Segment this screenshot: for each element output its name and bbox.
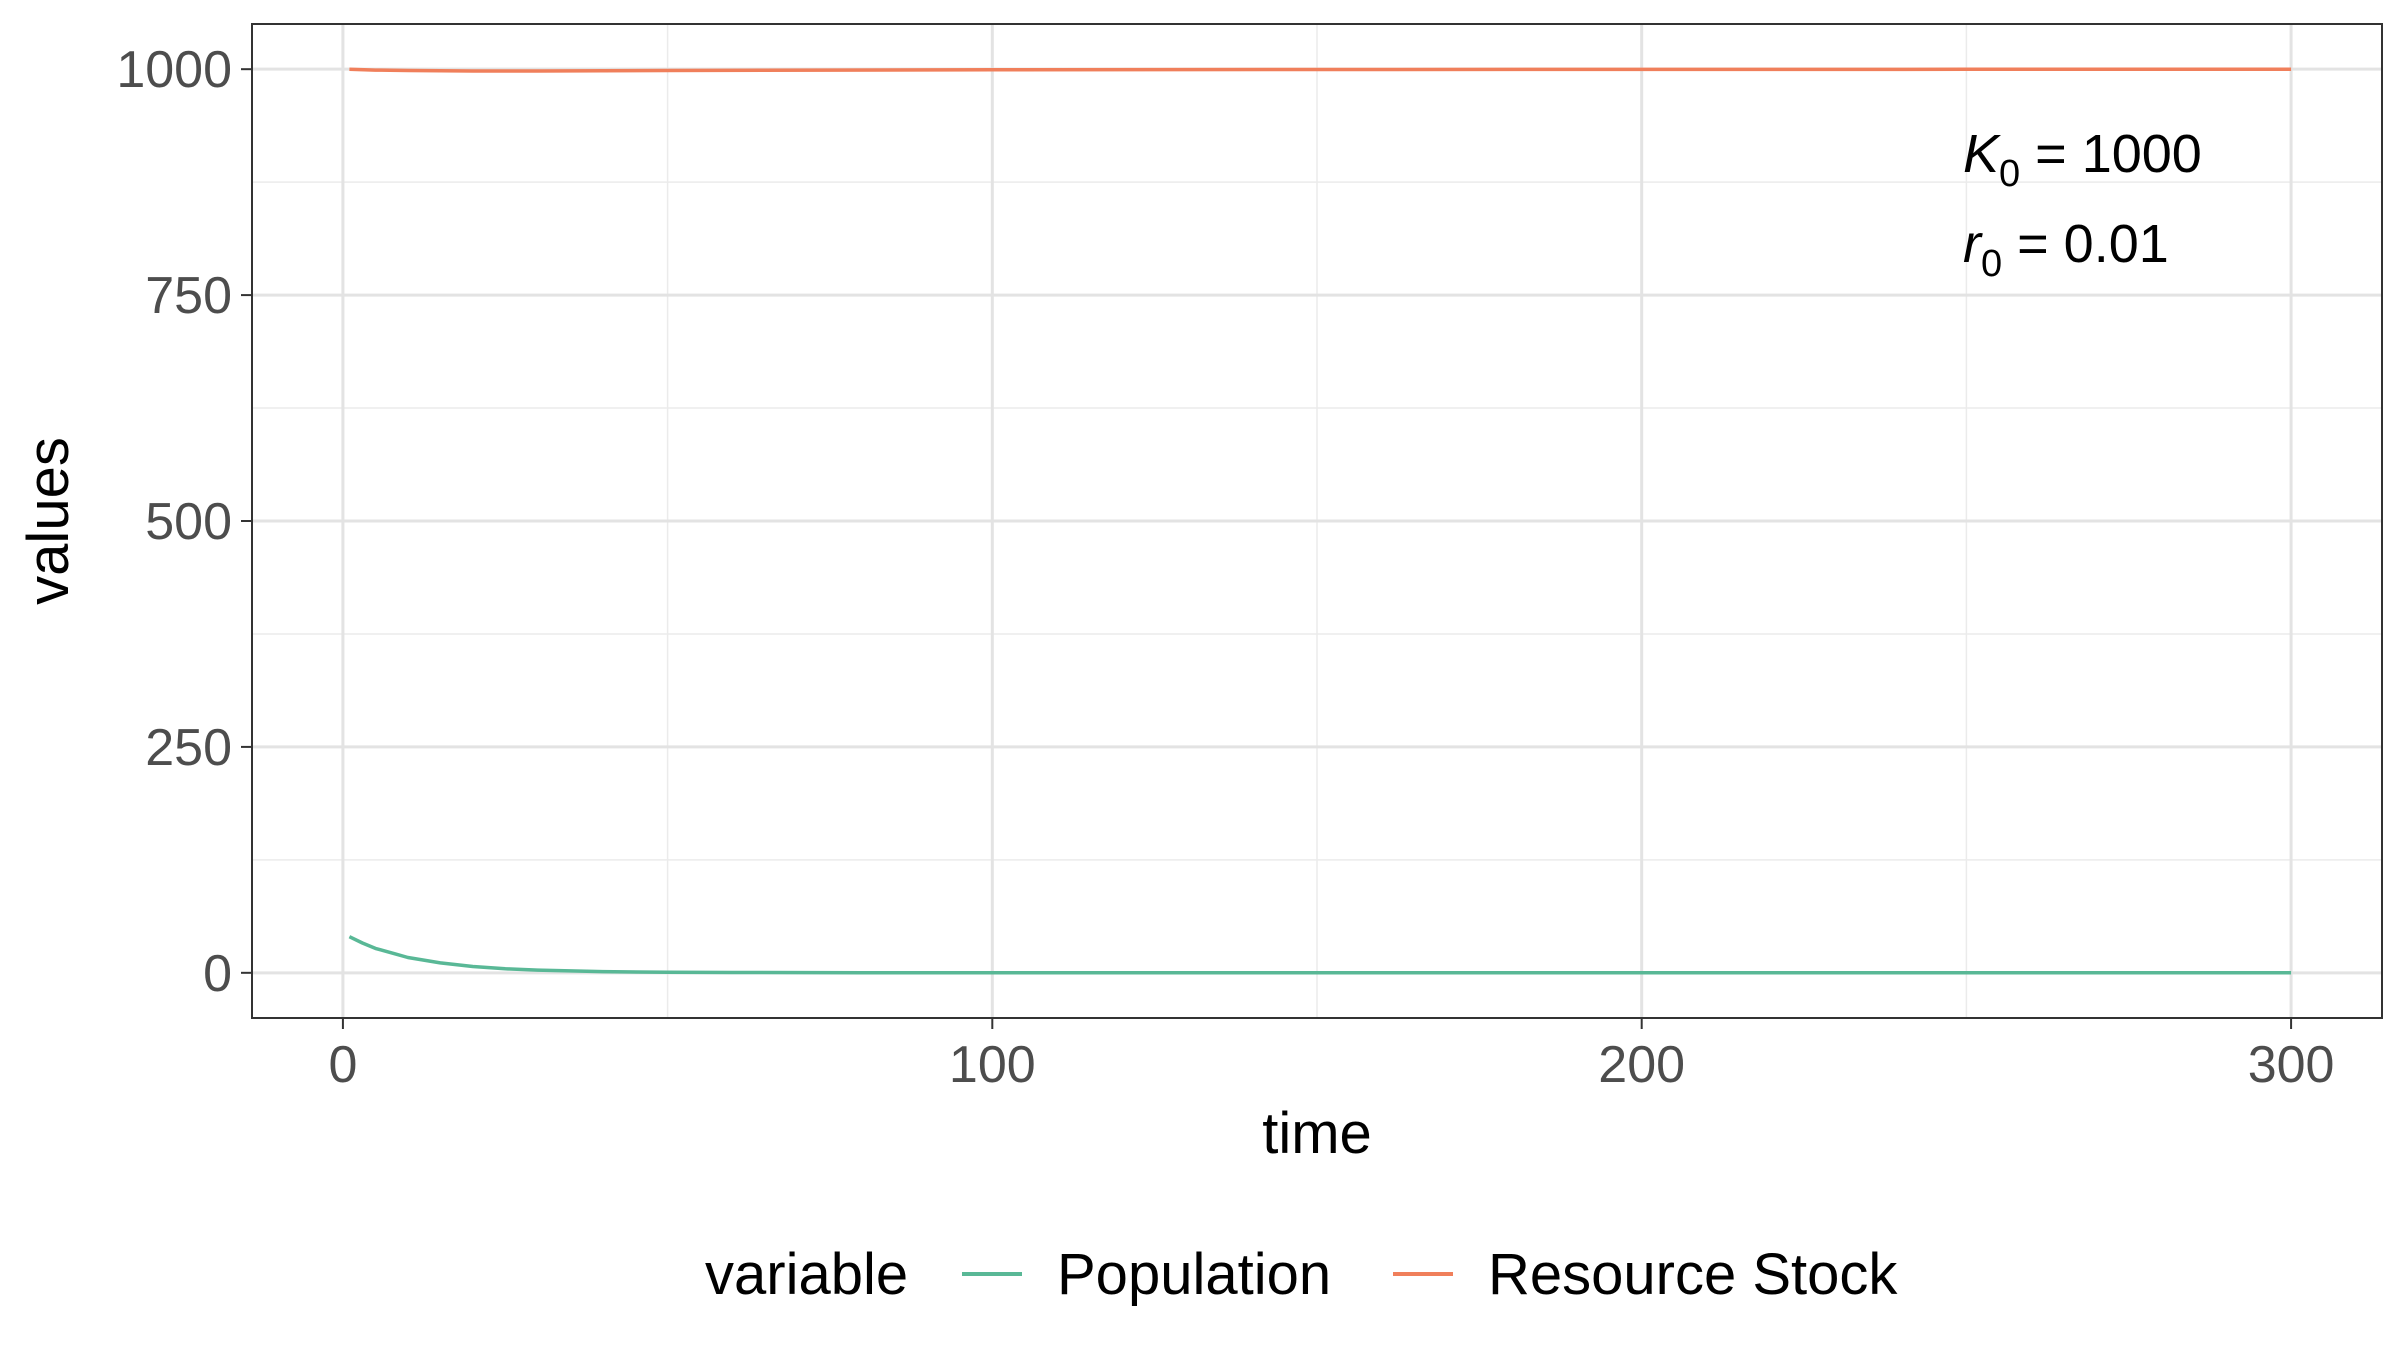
annotation-r0: r0 = 0.01: [1963, 214, 2169, 285]
annotation-r0-symbol: r: [1963, 214, 1983, 274]
x-tick-label: 300: [2248, 1036, 2335, 1094]
x-tick-label: 200: [1598, 1036, 1685, 1094]
y-tick-label: 500: [145, 493, 232, 551]
annotation-k0-symbol: K: [1963, 124, 2001, 184]
y-tick-label: 250: [145, 719, 232, 777]
series-line-resource-stock: [349, 67, 2292, 73]
svg-text:r0 = 0.01: r0 = 0.01: [1963, 214, 2169, 285]
x-axis-title: time: [1262, 1101, 1372, 1166]
legend: variable Population Resource Stock: [705, 1242, 1898, 1307]
series-line-population: [348, 935, 2292, 975]
annotation-r0-subscript: 0: [1981, 243, 2002, 285]
annotation-k0-subscript: 0: [1999, 153, 2020, 195]
annotation-k0-value: = 1000: [2020, 124, 2202, 184]
y-axis-title: values: [16, 437, 81, 605]
x-axis-ticks: 0 100 200 300: [328, 1018, 2334, 1094]
x-tick-label: 100: [949, 1036, 1036, 1094]
y-tick-label: 750: [145, 267, 232, 325]
svg-text:K0 = 1000: K0 = 1000: [1963, 124, 2202, 195]
legend-label-population: Population: [1057, 1242, 1331, 1307]
legend-label-resource-stock: Resource Stock: [1488, 1242, 1898, 1307]
y-tick-label: 1000: [116, 41, 232, 99]
y-axis-ticks: 0 250 500 750 1000: [116, 41, 252, 1003]
series-lines: [348, 67, 2292, 975]
x-tick-label: 0: [328, 1036, 357, 1094]
annotation-r0-value: = 0.01: [2002, 214, 2169, 274]
legend-title: variable: [705, 1242, 908, 1307]
annotation-k0: K0 = 1000: [1963, 124, 2202, 195]
y-tick-label: 0: [203, 945, 232, 1003]
